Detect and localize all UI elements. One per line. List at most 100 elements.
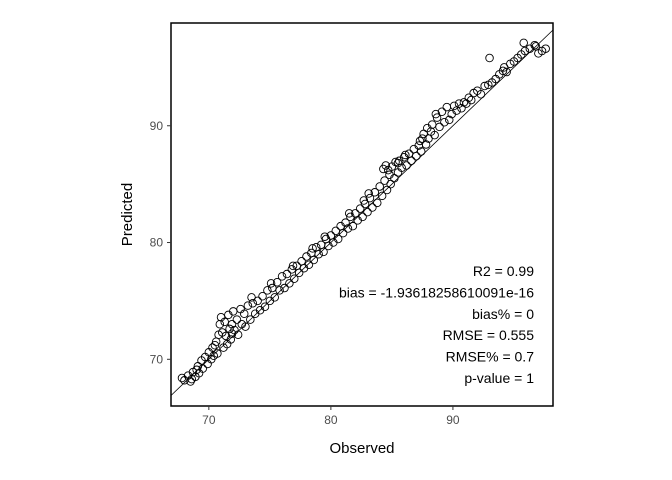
data-point xyxy=(215,320,225,329)
data-point xyxy=(476,89,486,99)
data-point xyxy=(358,212,367,222)
data-point xyxy=(227,320,237,329)
data-points xyxy=(177,38,550,386)
y-axis-ticks: 70 80 90 xyxy=(150,119,171,366)
data-point xyxy=(210,341,220,350)
data-point xyxy=(241,322,250,331)
data-point xyxy=(263,286,272,295)
data-point xyxy=(485,53,494,63)
data-point xyxy=(363,207,372,217)
data-point xyxy=(373,198,382,208)
data-point xyxy=(416,147,426,156)
y-tick-label: 90 xyxy=(150,119,164,133)
data-point xyxy=(272,277,282,287)
data-point xyxy=(359,196,369,205)
data-point xyxy=(442,102,452,112)
data-point xyxy=(338,228,348,238)
data-point xyxy=(431,109,441,119)
data-point xyxy=(386,179,395,189)
data-point xyxy=(412,151,421,161)
data-point xyxy=(407,156,416,166)
data-point xyxy=(368,203,377,212)
data-point xyxy=(270,293,279,302)
stat-r2: R2 = 0.99 xyxy=(473,263,534,279)
data-point xyxy=(355,204,365,213)
data-point xyxy=(294,268,304,278)
data-point xyxy=(432,113,442,122)
data-point xyxy=(309,255,319,265)
fit-statistics-annotation: R2 = 0.99 bias = -1.93618258610091e-16 b… xyxy=(339,263,534,386)
data-point xyxy=(360,199,370,209)
data-point xyxy=(415,136,425,146)
data-point xyxy=(377,191,387,201)
data-point xyxy=(285,279,294,288)
data-point xyxy=(498,66,508,76)
data-point xyxy=(177,373,187,383)
data-point xyxy=(248,298,258,308)
data-point xyxy=(275,286,284,295)
data-point xyxy=(457,103,466,113)
data-point xyxy=(402,161,411,170)
data-point xyxy=(314,249,323,259)
data-point xyxy=(243,301,253,310)
data-point xyxy=(280,283,289,293)
y-axis-title: Predicted xyxy=(119,183,136,246)
data-point xyxy=(213,349,222,358)
data-point xyxy=(531,42,541,51)
data-point xyxy=(499,63,509,72)
data-point xyxy=(239,309,249,319)
data-point xyxy=(401,150,410,160)
stat-bias: bias = -1.93618258610091e-16 xyxy=(339,284,534,300)
data-point xyxy=(370,188,380,197)
data-point xyxy=(364,189,373,198)
data-point xyxy=(430,130,439,140)
data-point xyxy=(502,67,511,77)
data-point xyxy=(192,365,201,375)
data-point xyxy=(437,107,447,116)
data-point xyxy=(445,115,454,125)
data-point xyxy=(319,247,328,257)
x-axis-title: Observed xyxy=(329,440,394,457)
data-point xyxy=(382,185,392,195)
stat-p-value: p-value = 1 xyxy=(464,370,534,386)
data-point xyxy=(449,101,459,111)
data-point xyxy=(541,44,550,53)
data-point xyxy=(308,244,317,253)
data-point xyxy=(331,226,341,236)
data-point xyxy=(365,193,375,203)
y-tick-label: 80 xyxy=(150,236,164,250)
data-point xyxy=(519,38,528,48)
x-tick-label: 70 xyxy=(202,413,216,427)
stat-rmse-percent: RMSE% = 0.7 xyxy=(446,349,535,365)
data-point xyxy=(344,209,354,218)
data-point xyxy=(277,272,287,281)
data-point xyxy=(440,117,449,127)
data-point xyxy=(343,224,353,233)
data-point xyxy=(341,218,350,227)
data-point xyxy=(266,279,276,288)
data-point xyxy=(232,315,242,324)
x-tick-label: 80 xyxy=(324,413,338,427)
data-point xyxy=(247,293,256,302)
stat-rmse: RMSE = 0.555 xyxy=(443,327,535,343)
data-point xyxy=(225,324,234,334)
data-point xyxy=(464,93,474,102)
data-point xyxy=(348,221,358,231)
data-point xyxy=(454,99,464,108)
data-point xyxy=(530,40,539,50)
plot-panel-border xyxy=(170,22,554,407)
data-point xyxy=(435,122,444,132)
x-axis-ticks: 70 80 90 xyxy=(202,406,460,427)
data-point xyxy=(260,302,270,312)
data-point xyxy=(288,261,298,271)
data-point xyxy=(393,158,403,168)
data-point xyxy=(297,256,306,266)
data-point xyxy=(375,182,384,191)
identity-reference-line xyxy=(170,29,554,396)
data-point xyxy=(282,269,292,279)
data-point xyxy=(258,291,267,301)
data-point xyxy=(226,335,236,344)
data-point xyxy=(480,81,489,91)
x-tick-label: 90 xyxy=(446,413,460,427)
